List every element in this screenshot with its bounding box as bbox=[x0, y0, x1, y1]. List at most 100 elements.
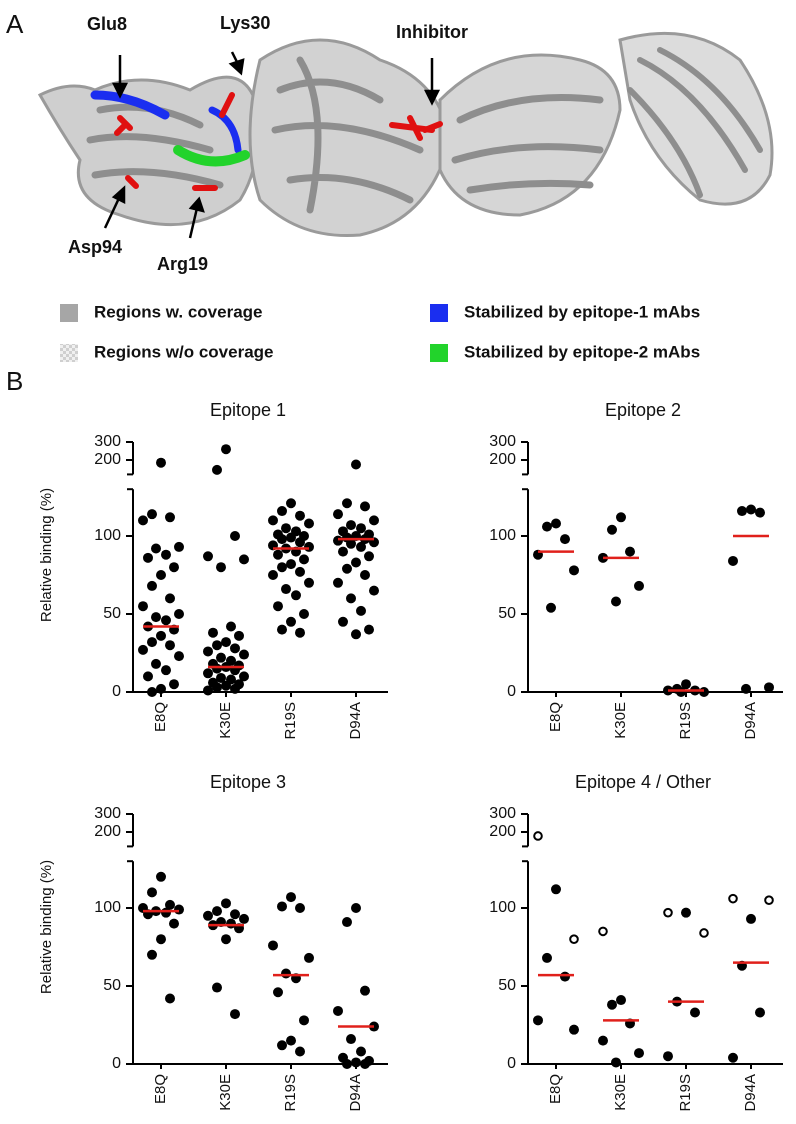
data-point bbox=[607, 999, 617, 1010]
y-tick-label: 200 bbox=[489, 823, 516, 840]
data-point bbox=[338, 616, 348, 627]
data-point bbox=[299, 1015, 309, 1026]
residue-label: Lys30 bbox=[220, 13, 270, 33]
y-tick-label: 0 bbox=[507, 1055, 516, 1072]
y-tick-label: 100 bbox=[489, 899, 516, 916]
data-point bbox=[174, 651, 184, 662]
x-tick-label: E8Q bbox=[152, 1074, 169, 1104]
data-point bbox=[216, 562, 226, 573]
y-tick-label: 50 bbox=[498, 977, 516, 994]
data-point bbox=[151, 612, 161, 623]
data-point bbox=[147, 887, 157, 898]
data-point bbox=[342, 1059, 352, 1069]
data-point bbox=[560, 534, 570, 545]
x-tick-label: K30E bbox=[217, 1074, 234, 1111]
data-point bbox=[346, 538, 356, 549]
data-point bbox=[295, 510, 305, 521]
y-tick-label: 50 bbox=[103, 977, 121, 994]
data-point bbox=[221, 934, 231, 945]
data-point bbox=[746, 504, 756, 515]
data-point bbox=[212, 906, 222, 917]
legend-label: Stabilized by epitope-2 mAbs bbox=[464, 342, 700, 361]
protein-structure bbox=[37, 31, 774, 238]
data-point bbox=[208, 627, 218, 638]
data-point bbox=[143, 671, 153, 682]
data-point bbox=[746, 913, 756, 924]
data-point bbox=[277, 1040, 287, 1051]
y-tick-label: 300 bbox=[94, 433, 121, 450]
data-point bbox=[546, 602, 556, 613]
data-point bbox=[221, 898, 231, 909]
data-point bbox=[161, 549, 171, 560]
data-point bbox=[203, 910, 213, 921]
data-point bbox=[346, 520, 356, 531]
data-point bbox=[147, 580, 157, 591]
legend-swatch bbox=[60, 304, 78, 322]
data-point bbox=[364, 551, 374, 562]
chart-title: Epitope 2 bbox=[605, 400, 681, 420]
data-point bbox=[138, 515, 148, 526]
data-point bbox=[560, 971, 570, 982]
data-point bbox=[161, 665, 171, 676]
residue-label: Glu8 bbox=[87, 14, 127, 34]
data-point bbox=[295, 1046, 305, 1057]
dot-plot: Epitope 1 Relative binding (%) 0 50 100 20030… bbox=[38, 400, 388, 740]
data-point bbox=[212, 464, 222, 475]
data-point bbox=[342, 498, 352, 509]
open-data-point bbox=[728, 893, 738, 904]
legend-label: Stabilized by epitope-1 mAbs bbox=[464, 302, 700, 321]
data-point bbox=[143, 552, 153, 563]
data-point bbox=[346, 1034, 356, 1045]
x-tick-label: K30E bbox=[612, 702, 629, 739]
data-point bbox=[755, 1007, 765, 1018]
data-point bbox=[625, 546, 635, 557]
data-point bbox=[360, 985, 370, 996]
y-tick-label: 300 bbox=[94, 805, 121, 822]
open-data-point bbox=[569, 934, 579, 945]
data-point bbox=[333, 1005, 343, 1016]
data-point bbox=[230, 531, 240, 541]
data-point bbox=[360, 501, 370, 512]
data-point bbox=[268, 570, 278, 580]
data-point bbox=[542, 521, 552, 532]
data-point bbox=[360, 570, 370, 580]
data-point bbox=[356, 605, 366, 616]
y-tick-label: 0 bbox=[112, 1055, 121, 1072]
data-point bbox=[607, 524, 617, 535]
data-point bbox=[277, 624, 287, 635]
data-point bbox=[741, 683, 751, 694]
x-tick-label: E8Q bbox=[547, 1074, 564, 1104]
data-point bbox=[286, 498, 296, 509]
legend-swatch bbox=[430, 344, 448, 362]
data-point bbox=[203, 668, 213, 679]
legend-swatch bbox=[430, 304, 448, 322]
data-point bbox=[338, 546, 348, 557]
y-tick-label: 50 bbox=[498, 605, 516, 622]
data-point bbox=[351, 629, 361, 640]
x-tick-label: E8Q bbox=[547, 702, 564, 732]
data-point bbox=[569, 565, 579, 576]
data-point bbox=[351, 903, 361, 913]
data-point bbox=[138, 601, 148, 612]
x-tick-label: D94A bbox=[347, 1074, 364, 1112]
data-point bbox=[304, 952, 314, 963]
data-point bbox=[281, 968, 291, 979]
data-point bbox=[356, 541, 366, 552]
data-point bbox=[616, 995, 626, 1006]
x-tick-label: K30E bbox=[217, 702, 234, 739]
data-point bbox=[286, 532, 296, 543]
data-point bbox=[151, 543, 161, 554]
data-point bbox=[277, 506, 287, 517]
data-point bbox=[268, 515, 278, 526]
data-point bbox=[295, 903, 305, 913]
data-point bbox=[676, 687, 686, 697]
data-point bbox=[151, 658, 161, 669]
data-point bbox=[273, 549, 283, 560]
data-point bbox=[169, 562, 179, 573]
data-point bbox=[681, 907, 691, 918]
data-point bbox=[299, 554, 309, 565]
data-point bbox=[239, 649, 249, 660]
data-point bbox=[616, 512, 626, 523]
